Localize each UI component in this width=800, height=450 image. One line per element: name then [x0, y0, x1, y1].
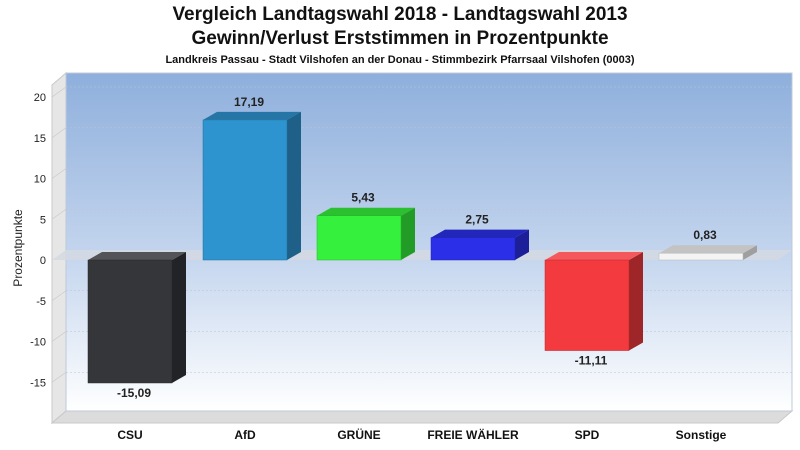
bar-top — [659, 245, 757, 254]
bar-top — [317, 207, 415, 216]
bar-freie-wähler: 2,75 — [430, 213, 529, 261]
x-tick-label: Sonstige — [676, 428, 727, 442]
chart-left-wall — [51, 71, 67, 425]
bar-front — [658, 252, 744, 261]
y-tick-label: 10 — [34, 174, 46, 186]
gridline-wall — [51, 372, 67, 383]
bar-side — [172, 252, 186, 383]
y-tick-label: -5 — [36, 296, 46, 308]
data-label: 2,75 — [465, 213, 489, 227]
bar-side — [743, 245, 757, 260]
plot-background — [65, 72, 793, 412]
bar-csu: -15,09 — [87, 252, 186, 400]
y-tick-label: -10 — [30, 337, 46, 349]
data-label: 0,83 — [693, 228, 717, 242]
y-tick-label: 5 — [40, 214, 46, 226]
gridline-wall — [51, 127, 67, 138]
data-label: 17,19 — [234, 95, 264, 109]
gridline-wall — [51, 86, 67, 98]
gridline-wall — [51, 168, 67, 179]
data-label: -15,09 — [117, 386, 151, 400]
bar-top — [545, 252, 643, 260]
bar-top — [88, 252, 186, 260]
bar-sonstige: 0,83 — [658, 228, 757, 261]
bar-side — [629, 252, 643, 351]
y-axis-label: Prozentpunkte — [11, 209, 25, 287]
y-tick-label: 0 — [40, 255, 46, 267]
bar-afd: 17,19 — [202, 95, 301, 261]
gridline-wall — [51, 331, 67, 342]
bar-side — [515, 229, 529, 260]
bar-spd: -11,11 — [544, 252, 643, 368]
chart-title: Vergleich Landtagswahl 2018 - Landtagswa… — [172, 4, 628, 25]
bar-grüne: 5,43 — [316, 191, 415, 261]
x-tick-label: SPD — [575, 428, 600, 442]
data-label: 5,43 — [351, 191, 375, 205]
bar-front — [544, 259, 630, 351]
bar-front — [202, 119, 288, 261]
gridline-wall — [51, 209, 67, 220]
x-tick-label: GRÜNE — [337, 427, 380, 442]
bar-front — [316, 215, 402, 261]
y-tick-label: -15 — [30, 377, 46, 389]
chart-floor — [50, 410, 794, 424]
bar-top — [203, 111, 301, 120]
x-tick-label: FREIE WÄHLER — [427, 427, 519, 442]
x-tick-label: CSU — [117, 428, 142, 442]
y-tick-label: 20 — [34, 92, 46, 104]
bar-top — [431, 229, 529, 238]
x-tick-label: AfD — [234, 428, 256, 442]
bar-front — [430, 237, 516, 261]
chart-subtitle: Gewinn/Verlust Erststimmen in Prozentpun… — [191, 28, 609, 49]
bar-side — [287, 111, 301, 261]
data-label: -11,11 — [575, 354, 608, 368]
bar-side — [401, 207, 415, 260]
bar-front — [87, 259, 173, 384]
y-tick-label: 15 — [34, 133, 46, 145]
chart-location: Landkreis Passau - Stadt Vilshofen an de… — [165, 54, 635, 66]
gridline-wall — [51, 290, 67, 301]
